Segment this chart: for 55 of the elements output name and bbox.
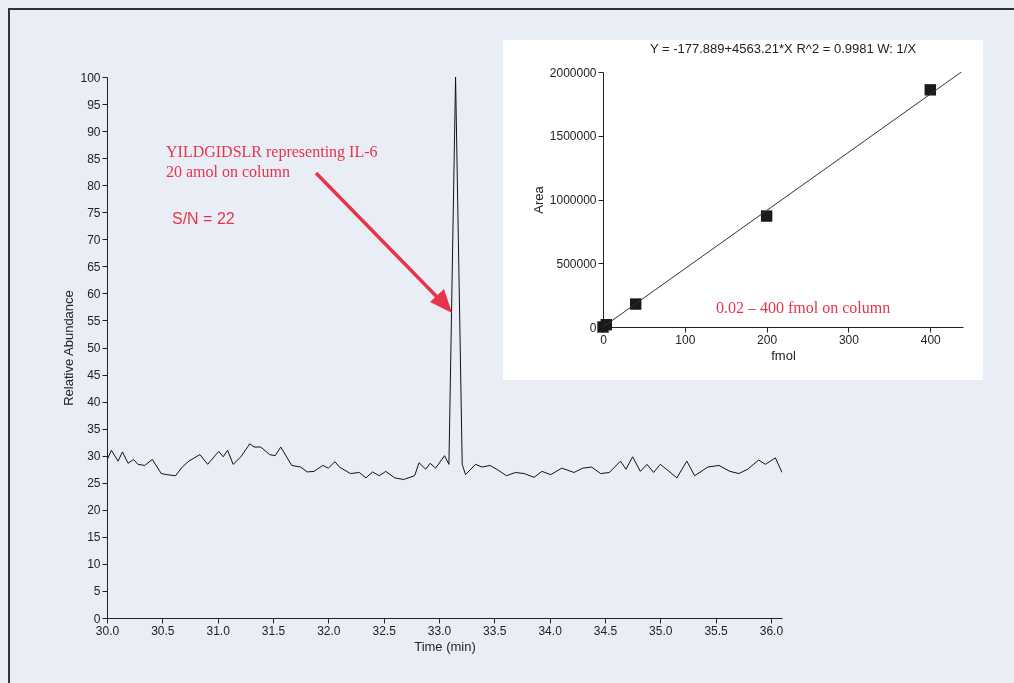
y-tick-label: 45 xyxy=(87,368,101,383)
point xyxy=(760,210,773,222)
annotation: S/N = 22 xyxy=(172,210,235,227)
y-tick-label: 55 xyxy=(87,313,101,328)
x-tick-label: 36.0 xyxy=(759,623,784,638)
y-tick-label: 0 xyxy=(589,320,597,335)
y-tick-label: 2000000 xyxy=(549,65,597,80)
annotation: 20 amol on column xyxy=(166,163,290,180)
x-tick-label: 0 xyxy=(600,332,608,347)
x-tick-label: 33.5 xyxy=(483,623,507,638)
x-tick-label: 400 xyxy=(920,332,942,347)
x-tick-label: 32.5 xyxy=(372,623,397,638)
annotation: YILDGIDSLR representing IL-6 xyxy=(166,143,378,161)
x-tick-label: 100 xyxy=(675,332,696,347)
x-tick-label: 30.0 xyxy=(95,623,120,638)
x-axis-title: fmol xyxy=(771,347,796,363)
x-tick-label: 200 xyxy=(757,332,778,347)
y-tick-label: 1000000 xyxy=(549,193,597,207)
y-tick-label: 15 xyxy=(87,530,101,545)
y-tick-label: 100 xyxy=(80,70,101,85)
annotation: 0.02 – 400 fmol on column xyxy=(716,299,891,316)
x-tick-label: 31.0 xyxy=(206,623,231,638)
y-tick-label: 75 xyxy=(87,205,101,220)
y-tick-label: 30 xyxy=(87,449,101,464)
y-tick-label: 60 xyxy=(87,286,101,301)
y-tick-label: 500000 xyxy=(556,256,597,271)
y-tick-label: 5 xyxy=(93,584,101,599)
y-tick-label: 40 xyxy=(87,395,101,410)
y-axis-title: Area xyxy=(530,185,546,214)
y-tick-label: 50 xyxy=(87,341,101,355)
y-tick-label: 20 xyxy=(87,503,101,518)
y-tick-label: 95 xyxy=(87,97,101,112)
y-tick-label: 25 xyxy=(87,476,101,491)
x-tick-label: 34.5 xyxy=(593,623,618,638)
y-tick-label: 35 xyxy=(87,422,101,437)
x-tick-label: 33.0 xyxy=(427,623,452,638)
y-tick-label: 85 xyxy=(87,151,101,166)
y-tick-label: 0 xyxy=(93,611,101,626)
x-tick-label: 35.5 xyxy=(704,623,729,638)
x-tick-label: 300 xyxy=(838,332,860,347)
x-axis-title: Time (min) xyxy=(414,638,476,654)
y-tick-label: 65 xyxy=(87,259,101,274)
x-tick-label: 35.0 xyxy=(649,623,673,638)
x-tick-label: 31.5 xyxy=(261,623,286,638)
y-tick-label: 80 xyxy=(87,178,101,193)
x-tick-label: 30.5 xyxy=(151,623,175,638)
y-tick-label: 70 xyxy=(87,232,101,247)
point xyxy=(924,84,936,96)
chart-title: Y = -177.889+4563.21*X R^2 = 0.9981 W: 1/X xyxy=(649,41,917,56)
y-tick-label: 90 xyxy=(87,124,101,139)
y-axis-title: Relative Abundance xyxy=(61,290,77,406)
x-tick-label: 34.0 xyxy=(538,623,563,638)
y-tick-label: 1500000 xyxy=(549,129,597,144)
x-tick-label: 32.0 xyxy=(317,623,341,638)
y-tick-label: 10 xyxy=(87,557,101,572)
